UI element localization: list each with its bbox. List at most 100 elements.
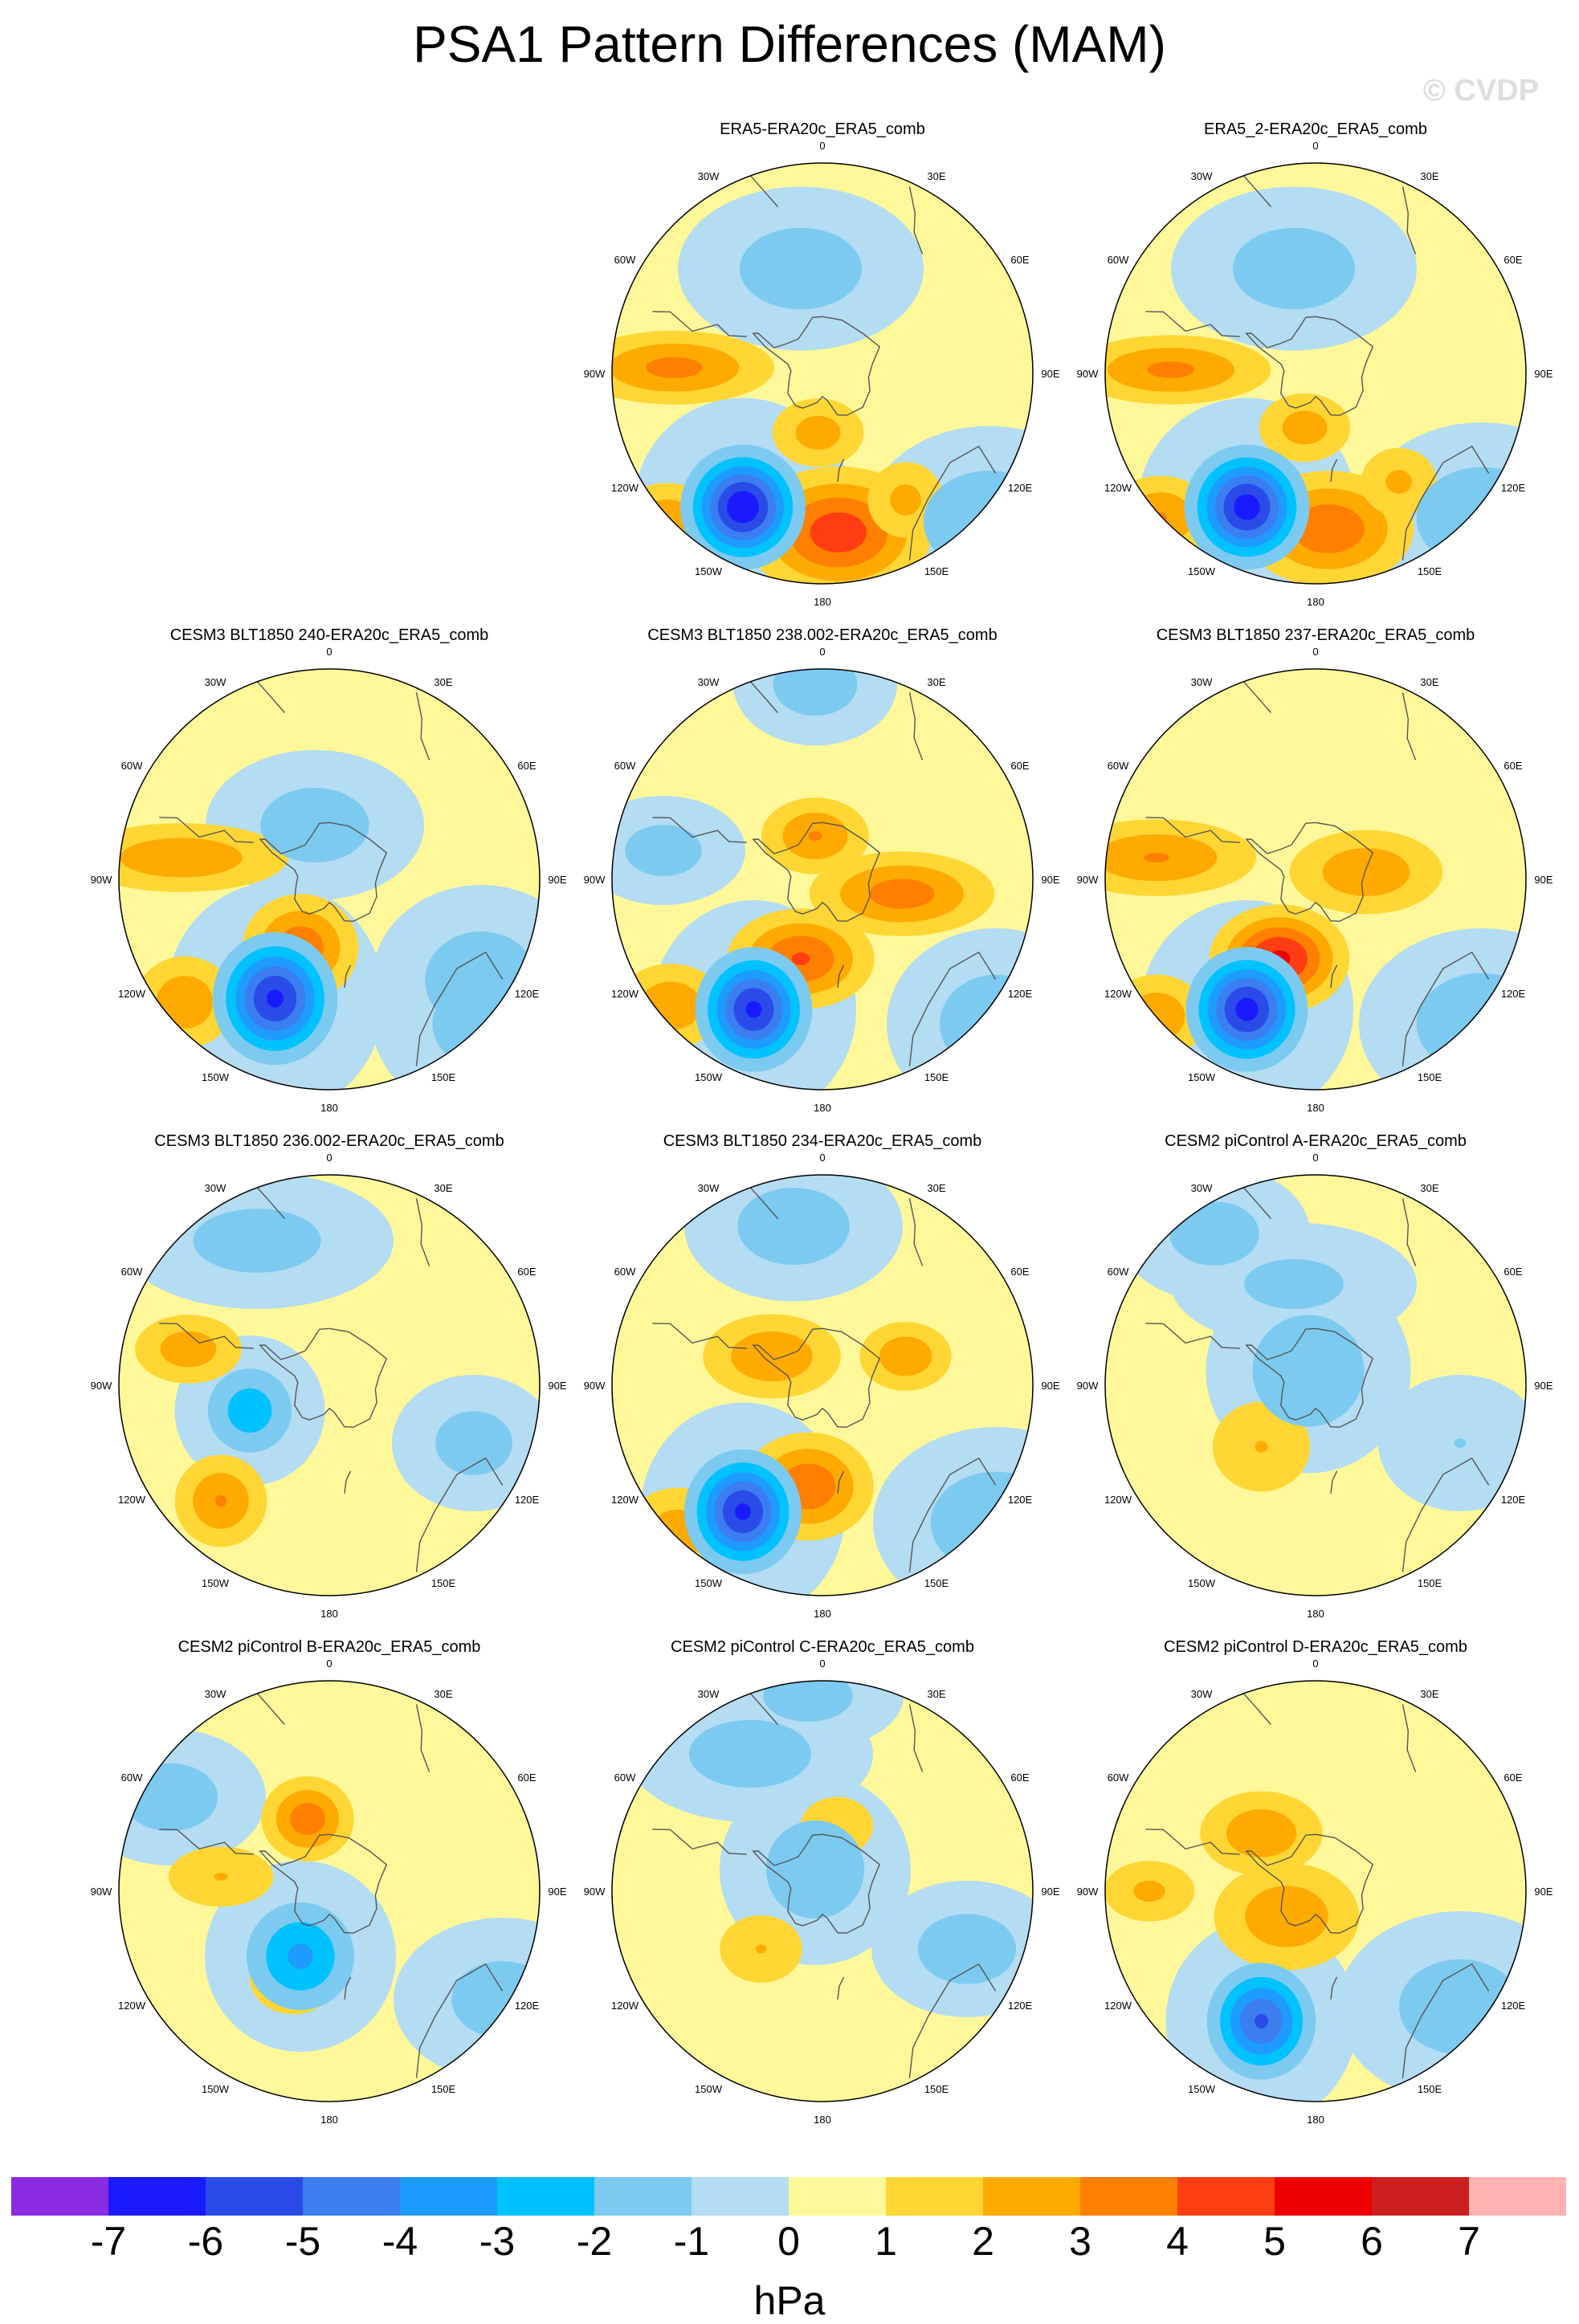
longitude-label: 90W [584,1380,606,1392]
longitude-label: 30E [927,1182,945,1194]
colorbar-swatch [1275,2177,1373,2216]
continent-coastline [908,692,924,760]
longitude-label: 180 [320,1102,338,1114]
contour-band [267,989,284,1008]
longitude-label: 30E [927,170,945,182]
longitude-label: 120W [611,2000,639,2012]
continent-coastline [1402,1963,1490,2078]
longitude-label: 120E [1501,482,1526,494]
longitude-label: 180 [814,2114,831,2126]
longitude-label: 30W [698,1182,720,1194]
longitude-label: 180 [814,596,831,608]
panel-title: CESM3 BLT1850 236.002-ERA20c_ERA5_comb [154,1132,504,1150]
map-border [611,1680,1034,2102]
contour-band [660,520,674,531]
contour-band [1385,470,1412,494]
longitude-label: 30E [1420,170,1438,182]
longitude-label: 120W [611,1494,639,1506]
longitude-label: 120E [1501,988,1526,1000]
longitude-label: 60E [1010,254,1029,266]
contour-band [1234,494,1260,520]
antarctica-coastline [752,1327,881,1428]
longitude-label: 30W [205,676,226,688]
continent-coastline [256,1693,285,1725]
antarctica-coastline [259,822,388,922]
slp-field [1105,163,1526,584]
longitude-label: 120W [118,1494,146,1506]
longitude-label: 30E [1420,1688,1438,1700]
longitude-label: 120W [611,988,639,1000]
longitude-label: 150E [1418,1577,1442,1589]
contour-band [763,1681,853,1722]
longitude-label: 0 [819,646,825,658]
continent-coastline [256,1187,285,1219]
longitude-label: 150W [695,565,723,577]
map-panel: CESM3 BLT1850 234-ERA20c_ERA5_comb 0 30E 60… [573,1132,1071,1630]
contour-band [808,831,822,841]
colorbar-swatch [1372,2177,1470,2216]
longitude-label: 120W [1104,1494,1132,1506]
continent-coastline [1402,186,1417,255]
longitude-label: 150W [695,1071,723,1083]
continent-coastline [837,459,845,482]
colorbar-swatch [206,2177,304,2216]
polar-map: 0 30E 60E 90E 120E 150E 180 150W 120W 90W 60W 30W [584,1152,1060,1620]
antarctica-coastline [1245,1327,1374,1428]
longitude-label: 180 [1307,2114,1324,2126]
colorbar-swatch [497,2177,595,2216]
longitude-label: 150W [1188,1577,1216,1589]
longitude-label: 180 [1307,1102,1324,1114]
antarctica-coastline [752,822,881,922]
longitude-label: 150W [1188,2083,1216,2095]
map-panel: CESM2 piControl D-ERA20c_ERA5_comb 0 30E 60… [1067,1638,1565,2136]
map-panel: ERA5_2-ERA20c_ERA5_comb 0 30E 60E 90E 120E 150… [1067,120,1565,618]
longitude-label: 30E [927,1688,945,1700]
polar-map: 0 30E 60E 90E 120E 150E 180 150W 120W 90W 60W 30W [1077,1657,1553,2126]
longitude-label: 150E [924,1577,949,1589]
longitude-label: 120E [1501,1494,1526,1506]
contour-band [1127,492,1193,544]
slp-field [119,1681,540,2102]
longitude-label: 0 [326,646,332,658]
contour-band [290,1803,325,1835]
longitude-label: 120W [118,2000,146,2012]
longitude-label: 150W [202,1577,230,1589]
panel-title: ERA5-ERA20c_ERA5_comb [720,120,925,138]
slp-field [612,1681,1033,2102]
colorbar-tick-label: -7 [90,2219,127,2264]
longitude-label: 30E [927,676,945,688]
contour-band [1226,1809,1297,1857]
panel-title: CESM2 piControl A-ERA20c_ERA5_comb [1165,1132,1467,1150]
contour-band [940,974,1033,1074]
longitude-label: 60W [614,760,636,772]
contour-band [227,1388,272,1433]
longitude-label: 0 [1312,1657,1318,1670]
longitude-label: 150W [695,1577,723,1589]
longitude-label: 0 [819,1657,825,1670]
colorbar-swatch [1469,2177,1566,2216]
map-border [118,668,541,1091]
colorbar-tick-label: 3 [1069,2219,1091,2264]
longitude-label: 150E [924,1071,949,1083]
longitude-label: 90W [91,1886,112,1898]
slp-field [119,1175,540,1596]
map-panel: ERA5-ERA20c_ERA5_comb 0 30E 60E 90E 120E 150E 1… [573,120,1071,618]
colorbar-tick-label: 7 [1458,2219,1480,2264]
longitude-label: 0 [1312,646,1318,658]
colorbar-tick-label: 4 [1166,2219,1189,2264]
polar-map: 0 30E 60E 90E 120E 150E 180 150W 120W 90W 60W 30W [91,646,567,1114]
colorbar [11,2177,1566,2216]
longitude-label: 90W [584,1886,606,1898]
map-panel: CESM2 piControl A-ERA20c_ERA5_comb 0 30E 60… [1067,1132,1565,1630]
longitude-label: 30W [1191,170,1213,182]
longitude-label: 150E [431,2083,456,2095]
antarctica-coastline [1245,822,1374,922]
antarctica-coastline [1245,316,1374,416]
contour-band [737,1188,850,1265]
longitude-label: 150E [1418,1071,1442,1083]
contour-band [1144,853,1169,862]
longitude-label: 120W [118,988,146,1000]
continent-coastline [415,951,504,1066]
map-border [1104,1174,1527,1596]
longitude-label: 30W [698,170,720,182]
